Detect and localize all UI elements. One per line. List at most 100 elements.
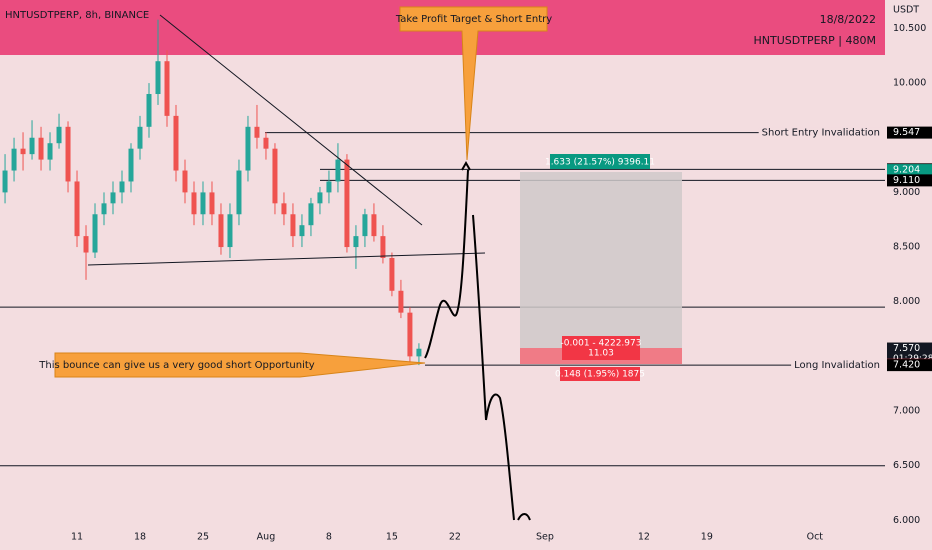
price-label: 9.547 xyxy=(893,127,920,138)
candle-body xyxy=(245,126,251,171)
profit-label-box xyxy=(550,154,650,169)
currency: USDT xyxy=(893,5,919,16)
candle-body xyxy=(218,214,224,248)
candle-body xyxy=(146,94,152,127)
candle-body xyxy=(101,203,107,215)
level-label: Short Entry Invalidation xyxy=(762,128,880,139)
level-label: Long Invalidation xyxy=(794,360,880,371)
symbol: HNTUSDTPERP, 8h, BINANCE xyxy=(5,10,149,21)
price-label: 9.204 xyxy=(893,165,920,176)
candle-body xyxy=(263,137,269,149)
candle-body xyxy=(254,126,260,138)
pnl-label: 11.03 xyxy=(588,349,614,359)
candle-body xyxy=(281,203,287,215)
candle-body xyxy=(56,126,62,144)
candle-body xyxy=(344,159,350,248)
candle-body xyxy=(119,181,125,193)
price-label: 9.110 xyxy=(893,175,920,186)
candle-body xyxy=(371,214,377,237)
x-tick-label: Aug xyxy=(257,532,276,543)
candle-body xyxy=(11,148,17,171)
x-tick-label: 11 xyxy=(71,532,83,543)
x-tick-label: 18 xyxy=(134,532,146,543)
candle-body xyxy=(83,236,89,253)
loss-label: 0.148 (1.95%) 1875 xyxy=(555,370,645,380)
y-tick-label: 8.500 xyxy=(893,242,920,253)
callout-text: Take Profit Target & Short Entry xyxy=(395,14,552,25)
trendline xyxy=(159,14,423,226)
level-label-bg xyxy=(791,360,883,372)
candle-body xyxy=(389,257,395,291)
x-tick-label: 22 xyxy=(449,532,461,543)
y-tick-label: 8.000 xyxy=(893,296,920,307)
arrow-head xyxy=(461,160,471,171)
candle-body xyxy=(317,192,323,204)
trendline xyxy=(87,252,486,266)
y-tick-label: 10.000 xyxy=(893,78,926,89)
candle-body xyxy=(164,61,170,116)
x-tick-label: 15 xyxy=(386,532,398,543)
candle-body xyxy=(236,170,242,215)
candle-body xyxy=(299,225,305,237)
candle-body xyxy=(110,192,116,204)
candle-body xyxy=(29,137,35,155)
candle-body xyxy=(398,290,404,313)
candle-body xyxy=(272,148,278,204)
x-tick-label: 8 xyxy=(326,532,332,543)
price-label-box xyxy=(887,164,932,177)
candle-body xyxy=(326,181,332,193)
y-tick-label: 6.500 xyxy=(893,460,920,471)
candle-body xyxy=(200,192,206,215)
candle-body xyxy=(353,236,359,248)
candle-body xyxy=(335,159,341,182)
candle-body xyxy=(182,170,188,193)
profit-zone xyxy=(520,172,682,348)
candle-body xyxy=(74,181,80,237)
candle-body xyxy=(2,170,8,193)
candle-body xyxy=(308,203,314,226)
price-label-box xyxy=(887,174,932,187)
y-tick-label: 9.000 xyxy=(893,187,920,198)
candle-body xyxy=(20,148,26,155)
projection-path xyxy=(424,169,531,521)
profit-label: 1.633 (21.57%) 9396.11 xyxy=(545,158,655,168)
candle-body xyxy=(407,312,413,357)
callout xyxy=(399,6,548,161)
y-tick-label: 6.000 xyxy=(893,515,920,526)
x-tick-label: 25 xyxy=(197,532,209,543)
candle-body xyxy=(128,148,134,182)
candle-body xyxy=(380,236,386,258)
candle-body xyxy=(137,126,143,149)
x-tick-label: 19 xyxy=(701,532,713,543)
candle-body xyxy=(173,115,179,171)
x-tick-label: 12 xyxy=(638,532,650,543)
pnl-box xyxy=(562,336,640,360)
callout-text: This bounce can give us a very good shor… xyxy=(38,360,314,371)
candle-body xyxy=(65,126,71,182)
x-tick-label: Sep xyxy=(536,532,554,543)
price-label-box xyxy=(887,126,932,139)
y-tick-label: 10.500 xyxy=(893,23,926,34)
candle-body xyxy=(362,214,368,237)
candle-body xyxy=(227,214,233,248)
date: 18/8/2022 xyxy=(820,13,876,26)
candle-body xyxy=(47,143,53,160)
price-label: 7.570 xyxy=(893,343,920,354)
pnl-label: -0.001 - 4222.973 xyxy=(561,339,642,349)
banner-text: HNTUSDTPERP | 480M xyxy=(754,34,877,47)
candle-body xyxy=(209,192,215,215)
loss-label-box xyxy=(560,367,640,381)
price-label-box xyxy=(887,359,932,372)
price-label: 7.420 xyxy=(893,360,920,371)
candle-body xyxy=(38,137,44,160)
candle-body xyxy=(290,214,296,237)
candle-body xyxy=(191,192,197,215)
level-label-bg xyxy=(758,127,883,139)
candle-body xyxy=(416,348,422,357)
callout xyxy=(54,352,426,378)
x-tick-label: Oct xyxy=(807,532,824,543)
candle-body xyxy=(155,61,161,95)
candle-body xyxy=(92,214,98,253)
y-tick-label: 7.000 xyxy=(893,406,920,417)
